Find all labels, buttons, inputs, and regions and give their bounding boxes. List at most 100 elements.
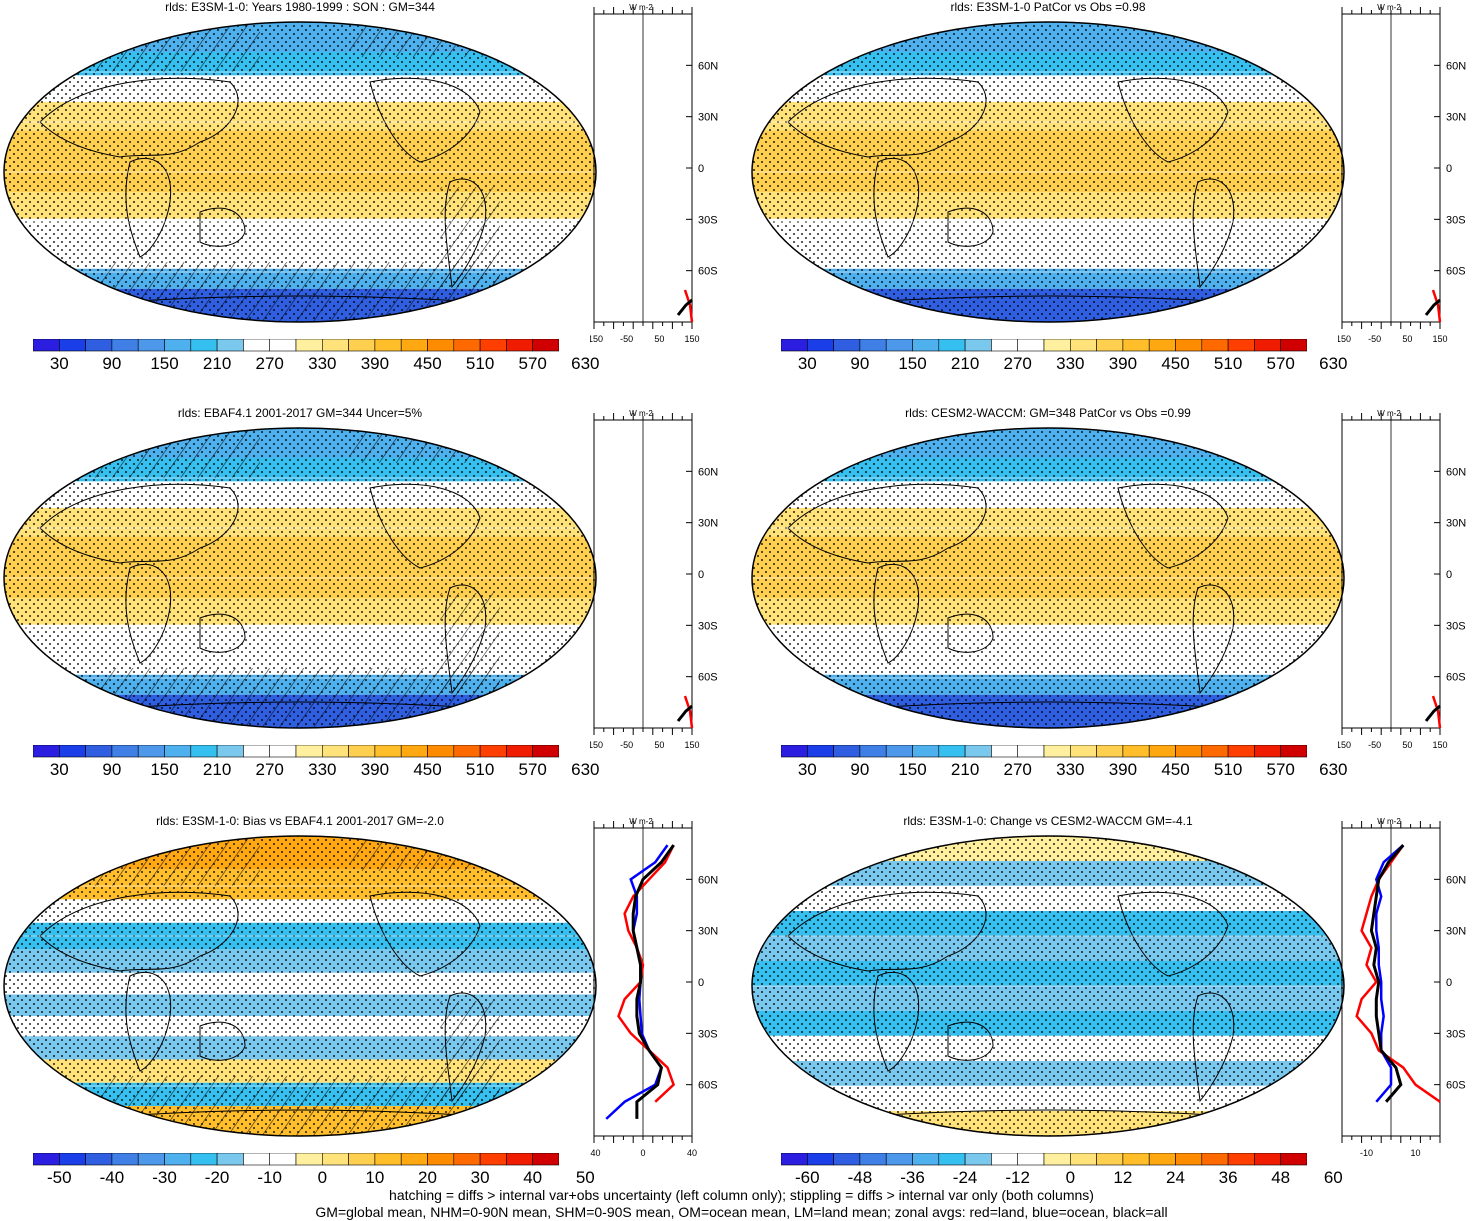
zonal-lat-label: 30N: [698, 112, 718, 124]
colorbar-swatch: [216, 745, 244, 758]
colorbar-swatch: [190, 745, 218, 758]
colorbar-label: 450: [1161, 760, 1190, 779]
colorbar-label: -36: [900, 1168, 925, 1187]
colorbar-swatch: [1069, 745, 1097, 758]
colorbar-label: -50: [47, 1168, 72, 1187]
colorbar-labels: -60 -48 -36 -24 -12 0 12 24 36 48 60: [781, 1168, 1343, 1190]
colorbar-swatch: [216, 1153, 244, 1166]
zonal-series-land: [683, 289, 694, 323]
colorbar-swatch: [111, 1153, 139, 1166]
colorbar-label: -20: [204, 1168, 230, 1187]
colorbar-label: 450: [413, 760, 442, 779]
colorbar-label: 36: [1218, 1168, 1238, 1187]
zonal-x-tick-label: -150: [1338, 334, 1351, 344]
zonal-lat-label: 30N: [1446, 926, 1466, 938]
zonal-lat-label: 30N: [1446, 112, 1466, 124]
zonal-lat-label: 30N: [1446, 518, 1466, 530]
colorbar-label: -60: [795, 1168, 820, 1187]
colorbar-label: 210: [202, 760, 232, 779]
zonal-mean-plot: W m-2 60N 30N 0 30S 60S -150 -50 50 150: [1338, 409, 1466, 750]
map-outline: [751, 21, 1345, 323]
colorbar-swatch: [85, 339, 113, 352]
colorbar-swatch: [506, 745, 533, 758]
zonal-series-land: [1431, 695, 1442, 729]
zonal-lat-label: 60N: [1446, 874, 1466, 886]
colorbar-swatch: [1280, 1153, 1307, 1166]
colorbar-swatch: [453, 1153, 481, 1166]
zonal-x-tick-label: 150: [1432, 334, 1447, 344]
zonal-lat-label: 0: [698, 569, 704, 581]
footer-line-1: hatching = diffs > internal var+obs unce…: [389, 1187, 1094, 1203]
colorbar-swatch: [938, 1153, 966, 1166]
colorbar-swatch: [1069, 339, 1097, 352]
colorbar-swatch: [833, 339, 861, 352]
colorbar-swatch: [964, 745, 992, 758]
colorbar-label: 210: [202, 354, 232, 373]
colorbar-swatch: [506, 339, 533, 352]
colorbar-label: 270: [255, 354, 284, 373]
colorbar-label: -30: [152, 1168, 177, 1187]
hatching: [350, 836, 500, 871]
colorbar-swatch: [1254, 339, 1281, 352]
colorbar-label: 30: [797, 354, 817, 373]
zonal-lat-label: 30S: [1446, 620, 1466, 632]
panel-cesm-waccm: rlds: CESM2-WACCM: GM=348 PatCor vs Obs …: [748, 406, 1483, 786]
colorbar-label: -10: [257, 1168, 282, 1187]
panel-title: rlds: EBAF4.1 2001-2017 GM=344 Uncer=5%: [177, 406, 423, 420]
colorbar-swatch: [1148, 745, 1176, 758]
colorbar-label: 390: [360, 760, 390, 779]
colorbar-label: 570: [1266, 354, 1295, 373]
zonal-x-tick-label: -40: [590, 1148, 601, 1158]
zonal-lat-label: 0: [1446, 977, 1452, 989]
map-field: [4, 836, 596, 1136]
colorbar-swatch: [912, 339, 940, 352]
colorbar-label: 20: [418, 1168, 437, 1187]
colorbar-swatch: [1148, 1153, 1176, 1166]
zonal-units: W m-2: [1377, 817, 1401, 826]
colorbar-swatch: [479, 745, 507, 758]
zonal-lat-label: 60S: [1446, 1080, 1466, 1092]
zonal-series-land: [1355, 844, 1441, 1103]
colorbar-swatch: [269, 745, 297, 758]
colorbar: [781, 339, 1307, 352]
zonal-x-tick-label: 150: [1432, 740, 1447, 750]
zonal-x-tick-label: -50: [1368, 334, 1381, 344]
zonal-lat-label: 60S: [698, 672, 718, 684]
colorbar-swatch: [991, 339, 1018, 352]
zonal-x-tick-label: 50: [1402, 740, 1412, 750]
colorbar-swatch: [137, 1153, 165, 1166]
colorbar-swatch: [1254, 1153, 1281, 1166]
zonal-units: W m-2: [1377, 409, 1401, 418]
colorbar-swatch: [137, 745, 165, 758]
panel-e3sm-patcor: rlds: E3SM-1-0 PatCor vs Obs =0.98 30 90 15…: [748, 0, 1483, 380]
colorbar-label: -40: [99, 1168, 125, 1187]
colorbar-label: 330: [308, 760, 337, 779]
colorbar-swatch: [1122, 339, 1150, 352]
colorbar-swatch: [1227, 339, 1255, 352]
hatching: [60, 22, 260, 72]
colorbar-swatch: [243, 745, 270, 758]
colorbar-label: 390: [360, 354, 390, 373]
colorbar-label: 40: [523, 1168, 543, 1187]
colorbar-label: -24: [952, 1168, 978, 1187]
zonal-lat-label: 30S: [698, 620, 718, 632]
map-field: [752, 428, 1344, 728]
colorbar-label: 570: [518, 354, 547, 373]
zonal-units: W m-2: [629, 817, 653, 826]
colorbar-swatch: [938, 745, 966, 758]
zonal-x-tick-label: 50: [654, 334, 664, 344]
panel-e3sm-change: rlds: E3SM-1-0: Change vs CESM2-WACCM GM…: [748, 814, 1483, 1194]
panel-title: rlds: E3SM-1-0: Bias vs EBAF4.1 2001-201…: [156, 814, 444, 828]
colorbar-labels: 30 90 150 210 270 330 390 450 510 570 630: [33, 760, 600, 782]
zonal-lat-label: 30N: [698, 518, 718, 530]
colorbar-swatch: [427, 745, 455, 758]
colorbar-swatch: [885, 1153, 913, 1166]
colorbar-swatch: [1122, 1153, 1150, 1166]
colorbar-label: 570: [1266, 760, 1295, 779]
panel-title: rlds: E3SM-1-0: Change vs CESM2-WACCM GM…: [903, 814, 1193, 828]
colorbar-swatch: [374, 1153, 402, 1166]
colorbar-label: 210: [950, 760, 980, 779]
colorbar-swatch: [806, 745, 834, 758]
colorbar-label: 630: [571, 354, 600, 373]
zonal-series-all: [1424, 704, 1441, 722]
